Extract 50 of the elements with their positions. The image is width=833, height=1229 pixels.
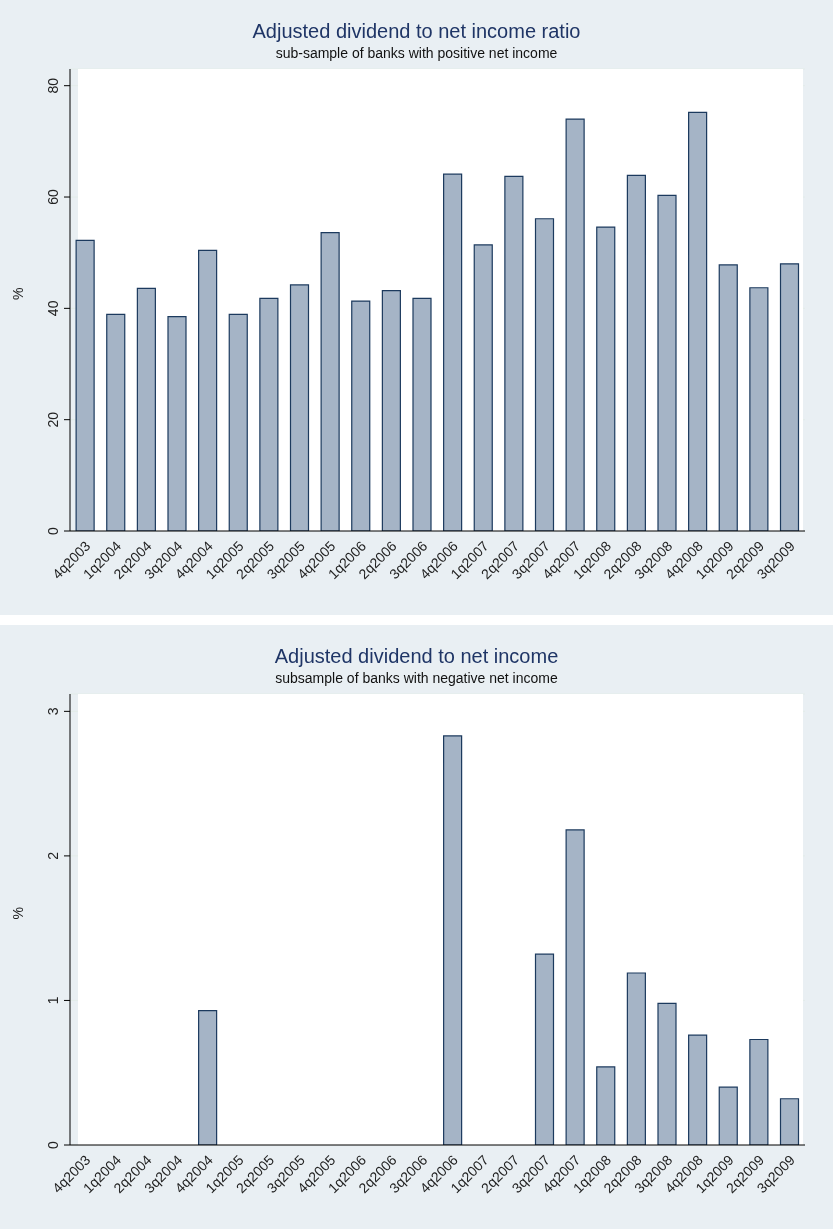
bar: [565, 829, 585, 1145]
chart-subtitle: subsample of banks with negative net income: [274, 670, 559, 686]
bar: [749, 287, 769, 531]
bar: [657, 1002, 677, 1145]
bar: [351, 300, 371, 531]
bar: [534, 953, 555, 1145]
bar: [749, 1038, 769, 1145]
bar: [688, 111, 708, 531]
bar: [779, 1098, 800, 1145]
bar: [473, 244, 493, 531]
bar: [136, 287, 156, 531]
bar: [718, 264, 738, 531]
chart-title: Adjusted dividend to net income ratio: [251, 20, 582, 43]
bar: [779, 263, 800, 531]
bar: [534, 218, 555, 531]
y-tick-label: 3: [45, 707, 61, 716]
y-tick-label: 2: [45, 851, 61, 860]
chart-subtitle: sub-sample of banks with positive net income: [274, 45, 559, 61]
bar: [504, 175, 524, 531]
bar: [626, 174, 646, 531]
y-tick-label: 1: [45, 996, 61, 1005]
bar: [106, 313, 126, 531]
bar: [228, 313, 248, 531]
bar: [565, 118, 585, 531]
bar: [412, 297, 432, 531]
bar: [75, 239, 95, 531]
bar: [320, 232, 340, 531]
y-tick-label: 0: [45, 526, 61, 535]
y-tick-label: 40: [45, 300, 61, 317]
bar: [596, 226, 616, 531]
bar: [596, 1066, 616, 1145]
bar: [198, 249, 218, 531]
bar: [381, 289, 401, 531]
y-axis-title: %: [9, 907, 26, 920]
y-tick-label: 0: [45, 1140, 61, 1149]
bar: [289, 284, 310, 531]
bar: [167, 316, 187, 531]
y-tick-label: 80: [45, 77, 61, 94]
y-tick-label: 60: [45, 189, 61, 205]
bar: [688, 1034, 708, 1145]
bar: [657, 194, 677, 531]
bar: [198, 1009, 218, 1145]
chart-title: Adjusted dividend to net income: [273, 645, 560, 668]
bar: [718, 1086, 738, 1145]
y-tick-label: 20: [45, 411, 61, 428]
bar: [443, 735, 463, 1145]
bar: [259, 297, 279, 531]
bar: [626, 972, 646, 1145]
bar: [443, 173, 463, 531]
y-axis-title: %: [9, 287, 26, 300]
